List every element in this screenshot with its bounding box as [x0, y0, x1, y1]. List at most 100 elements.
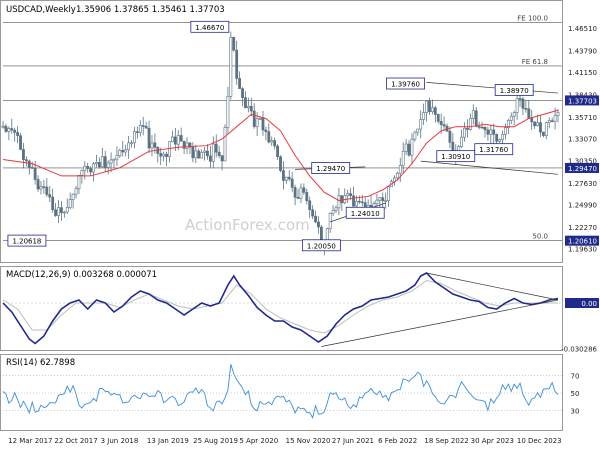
candle-body	[261, 117, 265, 131]
y-tick-label: 1.19630	[568, 246, 597, 254]
candle-body	[501, 134, 504, 140]
candle-body	[68, 199, 72, 208]
candle-body	[282, 170, 285, 181]
macd-value-box	[565, 298, 599, 308]
y-tick-label: 1.43790	[568, 47, 597, 55]
candle-body	[352, 195, 355, 207]
candle-body	[135, 131, 139, 133]
candle-body	[194, 150, 198, 159]
annotation-box	[311, 162, 351, 174]
candle-body	[220, 155, 224, 162]
candle-body	[89, 168, 93, 173]
candle-body	[314, 215, 317, 223]
candle-body	[378, 197, 382, 201]
candle-body	[112, 158, 116, 161]
candle-body	[436, 114, 440, 122]
reference-line-label: FE 100.0	[517, 14, 548, 22]
candle-body	[238, 78, 242, 89]
candle-body	[86, 165, 90, 169]
candle-body	[100, 156, 104, 168]
candle-body	[328, 213, 332, 230]
x-tick-label: 13 Jan 2019	[147, 437, 189, 445]
candle-body	[127, 142, 131, 151]
candle-body	[7, 128, 11, 132]
rsi-line	[2, 364, 559, 419]
candle-body	[527, 108, 531, 119]
candle-body	[235, 49, 239, 79]
annotation-label: 1.20618	[12, 238, 41, 246]
price-label-box	[565, 95, 599, 106]
candle-body	[293, 187, 297, 198]
price-label-box	[565, 162, 599, 173]
candle-body	[252, 110, 256, 127]
candle-body	[468, 118, 472, 130]
candle-body	[477, 126, 481, 128]
candle-body	[74, 188, 78, 195]
candle-body	[279, 156, 282, 171]
candle-body	[524, 108, 528, 110]
candle-body	[550, 120, 554, 122]
price-label: 1.37703	[568, 97, 597, 105]
candle-body	[395, 172, 399, 179]
candle-body	[334, 207, 338, 211]
annotation-label: 1.39760	[391, 81, 420, 89]
x-tick-label: 25 Aug 2019	[193, 437, 238, 445]
candle-body	[150, 142, 154, 149]
candle-body	[305, 192, 309, 202]
y-tick-label: 1.41150	[568, 69, 597, 77]
price-panel-ohlc: 1.35906 1.37865 1.35461 1.37703	[76, 5, 225, 15]
candle-body	[77, 175, 81, 190]
candle-body	[159, 153, 163, 157]
price-label: 1.29470	[568, 165, 597, 173]
annotation-label: 1.29470	[316, 165, 345, 173]
candle-body	[217, 151, 221, 156]
candle-body	[302, 187, 306, 193]
candle-body	[22, 149, 25, 160]
candle-body	[430, 107, 434, 112]
candle-body	[165, 153, 168, 157]
x-tick-label: 15 Nov 2020	[286, 437, 331, 445]
candle-body	[401, 151, 405, 166]
y-tick-label: 1.24990	[568, 202, 597, 210]
candle-body	[425, 100, 428, 113]
macd-panel-frame	[0, 266, 563, 351]
candle-body	[495, 134, 499, 142]
candle-body	[92, 163, 95, 173]
candle-body	[223, 127, 227, 162]
candle-body	[410, 138, 414, 156]
candle-body	[60, 207, 63, 213]
y-tick-label: 1.35710	[568, 114, 597, 122]
x-tick-label: 10 Dec 2023	[517, 437, 562, 445]
price-label: 1.20610	[568, 238, 597, 246]
candle-body	[428, 100, 431, 112]
candle-body	[518, 98, 522, 100]
candle-body	[124, 149, 128, 153]
candle-body	[387, 186, 390, 201]
x-axis: 12 Mar 2017 22 Oct 2017 3 Jun 2018 13 Jan 2…	[8, 437, 561, 445]
watermark: ActionForex.com	[185, 216, 310, 234]
annotation-box	[190, 20, 230, 33]
candle-body	[13, 129, 17, 133]
candle-body	[357, 200, 361, 203]
candle-body	[24, 159, 28, 162]
candle-body	[407, 143, 411, 156]
candle-body	[381, 197, 385, 202]
candle-body	[287, 176, 291, 180]
x-tick-label: 18 Sep 2022	[424, 437, 468, 445]
candle-body	[463, 127, 466, 138]
candle-body	[419, 119, 423, 130]
macd-signal-line	[2, 279, 558, 334]
candle-body	[147, 127, 151, 149]
y-tick-label: 1.22270	[568, 224, 597, 232]
annotation-box	[7, 234, 47, 247]
candle-body	[255, 118, 259, 127]
candle-body	[118, 150, 122, 156]
macd-trend-line	[426, 272, 559, 301]
candle-body	[214, 143, 218, 153]
annotation-label: 1.30910	[441, 153, 470, 161]
x-tick-label: 12 Mar 2017	[8, 437, 52, 445]
candle-body	[80, 170, 84, 176]
candle-body	[284, 176, 288, 181]
candle-body	[553, 115, 557, 122]
